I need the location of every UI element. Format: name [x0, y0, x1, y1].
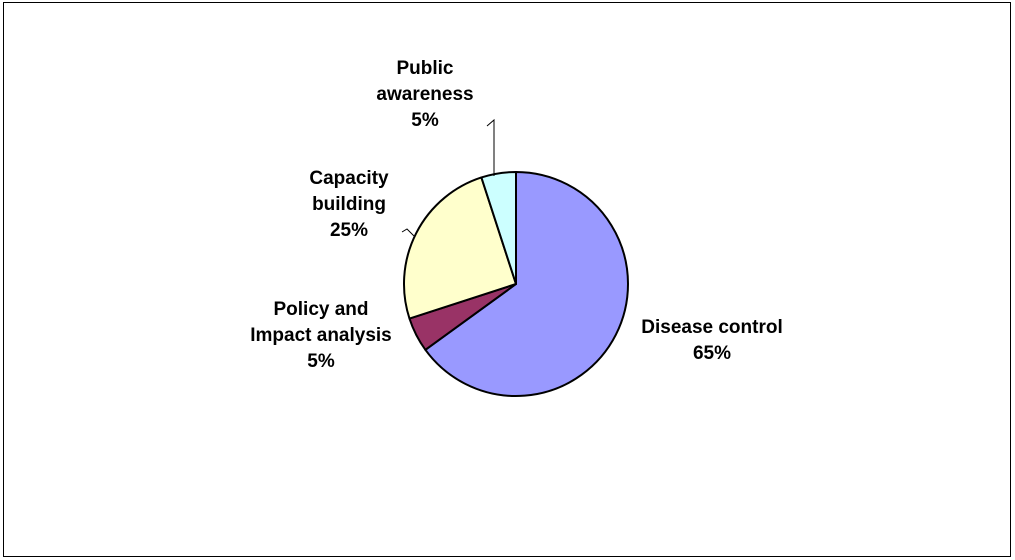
slice-labels: Disease control 65% Policy and Impact analy… [250, 58, 783, 372]
leader-line-public-awareness [486, 118, 495, 176]
label-capacity-building: Capacity building 25% [309, 168, 389, 241]
category-label-line: awareness [376, 84, 473, 105]
slice-capacity-building [402, 176, 517, 320]
category-label-line: Impact analysis [250, 325, 392, 346]
slice-public-awareness [480, 171, 517, 285]
category-label-line: Public [396, 58, 453, 79]
category-label-line: Capacity [309, 168, 389, 189]
category-label-line: Policy and [273, 299, 368, 320]
leader-lines [401, 118, 495, 237]
slice-disease-control [424, 171, 630, 397]
percent-label: 25% [330, 220, 368, 241]
category-label-line: Disease control [641, 317, 783, 338]
percent-label: 5% [307, 351, 335, 372]
label-public-awareness: Public awareness 5% [376, 58, 473, 131]
leader-line-capacity-building [401, 228, 415, 237]
category-label-line: building [312, 194, 386, 215]
percent-label: 65% [693, 343, 731, 364]
pie-slices [402, 171, 630, 397]
label-policy-impact-analysis: Policy and Impact analysis 5% [250, 299, 392, 372]
percent-label: 5% [411, 110, 439, 131]
label-disease-control: Disease control 65% [641, 317, 783, 364]
